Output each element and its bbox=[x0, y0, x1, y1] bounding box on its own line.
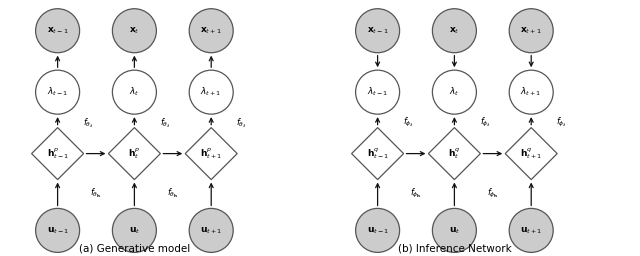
Ellipse shape bbox=[433, 9, 476, 53]
Text: $\mathbf{h}^{q}_{t}$: $\mathbf{h}^{q}_{t}$ bbox=[448, 146, 461, 161]
Ellipse shape bbox=[189, 70, 233, 114]
Text: $\lambda_{t-1}$: $\lambda_{t-1}$ bbox=[47, 86, 68, 98]
Polygon shape bbox=[351, 127, 404, 180]
Text: $\mathbf{x}_{t-1}$: $\mathbf{x}_{t-1}$ bbox=[367, 25, 388, 36]
Ellipse shape bbox=[356, 208, 399, 252]
Text: $\mathbf{x}_{t-1}$: $\mathbf{x}_{t-1}$ bbox=[47, 25, 68, 36]
Text: $f_{\theta_{\mathbf{h}}}$: $f_{\theta_{\mathbf{h}}}$ bbox=[90, 187, 102, 200]
Text: $f_{\theta_{\mathbf{h}}}$: $f_{\theta_{\mathbf{h}}}$ bbox=[167, 187, 179, 200]
Text: $f_{\phi_{\mathbf{h}}}$: $f_{\phi_{\mathbf{h}}}$ bbox=[487, 187, 499, 200]
Text: $\mathbf{h}^{p}_{t+1}$: $\mathbf{h}^{p}_{t+1}$ bbox=[200, 146, 222, 161]
Text: (b) Inference Network: (b) Inference Network bbox=[397, 243, 511, 253]
Text: $\mathbf{h}^{q}_{t+1}$: $\mathbf{h}^{q}_{t+1}$ bbox=[520, 146, 542, 161]
Ellipse shape bbox=[433, 208, 476, 252]
Text: $f_{\phi_\lambda}$: $f_{\phi_\lambda}$ bbox=[479, 116, 490, 130]
Polygon shape bbox=[185, 127, 237, 180]
Ellipse shape bbox=[36, 9, 79, 53]
Text: $\mathbf{h}^{p}_{t}$: $\mathbf{h}^{p}_{t}$ bbox=[128, 146, 141, 161]
Text: $f_{\phi_{\mathbf{h}}}$: $f_{\phi_{\mathbf{h}}}$ bbox=[410, 187, 422, 200]
Text: $\lambda_{t+1}$: $\lambda_{t+1}$ bbox=[200, 86, 222, 98]
Text: $\mathbf{x}_{t+1}$: $\mathbf{x}_{t+1}$ bbox=[200, 25, 222, 36]
Ellipse shape bbox=[189, 208, 233, 252]
Text: $\mathbf{x}_{t+1}$: $\mathbf{x}_{t+1}$ bbox=[520, 25, 542, 36]
Ellipse shape bbox=[189, 9, 233, 53]
Text: $\mathbf{u}_{t}$: $\mathbf{u}_{t}$ bbox=[129, 225, 140, 236]
Text: $f_{\theta_\lambda}$: $f_{\theta_\lambda}$ bbox=[159, 116, 170, 130]
Text: $\mathbf{u}_{t}$: $\mathbf{u}_{t}$ bbox=[449, 225, 460, 236]
Ellipse shape bbox=[113, 9, 156, 53]
Polygon shape bbox=[505, 127, 557, 180]
Text: $\mathbf{h}^{q}_{t-1}$: $\mathbf{h}^{q}_{t-1}$ bbox=[367, 146, 388, 161]
Text: $\lambda_{t}$: $\lambda_{t}$ bbox=[449, 86, 460, 98]
Text: $f_{\theta_\lambda}$: $f_{\theta_\lambda}$ bbox=[83, 116, 93, 130]
Text: $\mathbf{x}_{t}$: $\mathbf{x}_{t}$ bbox=[129, 25, 140, 36]
Polygon shape bbox=[108, 127, 161, 180]
Ellipse shape bbox=[509, 208, 553, 252]
Ellipse shape bbox=[356, 70, 399, 114]
Text: $\lambda_{t+1}$: $\lambda_{t+1}$ bbox=[520, 86, 542, 98]
Ellipse shape bbox=[356, 9, 399, 53]
Text: $\mathbf{u}_{t-1}$: $\mathbf{u}_{t-1}$ bbox=[367, 225, 388, 236]
Text: $f_{\phi_\lambda}$: $f_{\phi_\lambda}$ bbox=[403, 116, 413, 130]
Ellipse shape bbox=[433, 70, 476, 114]
Text: $\mathbf{u}_{t+1}$: $\mathbf{u}_{t+1}$ bbox=[520, 225, 542, 236]
Text: $\lambda_{t}$: $\lambda_{t}$ bbox=[129, 86, 140, 98]
Ellipse shape bbox=[36, 208, 79, 252]
Ellipse shape bbox=[509, 9, 553, 53]
Text: $\mathbf{u}_{t+1}$: $\mathbf{u}_{t+1}$ bbox=[200, 225, 222, 236]
Ellipse shape bbox=[36, 70, 79, 114]
Ellipse shape bbox=[113, 208, 156, 252]
Text: $\mathbf{x}_{t}$: $\mathbf{x}_{t}$ bbox=[449, 25, 460, 36]
Text: $\mathbf{h}^{p}_{t-1}$: $\mathbf{h}^{p}_{t-1}$ bbox=[47, 146, 68, 161]
Text: (a) Generative model: (a) Generative model bbox=[79, 243, 190, 253]
Polygon shape bbox=[428, 127, 481, 180]
Text: $\lambda_{t-1}$: $\lambda_{t-1}$ bbox=[367, 86, 388, 98]
Ellipse shape bbox=[509, 70, 553, 114]
Text: $f_{\phi_\lambda}$: $f_{\phi_\lambda}$ bbox=[556, 116, 567, 130]
Polygon shape bbox=[31, 127, 84, 180]
Text: $f_{\theta_\lambda}$: $f_{\theta_\lambda}$ bbox=[236, 116, 247, 130]
Ellipse shape bbox=[113, 70, 156, 114]
Text: $\mathbf{u}_{t-1}$: $\mathbf{u}_{t-1}$ bbox=[47, 225, 68, 236]
